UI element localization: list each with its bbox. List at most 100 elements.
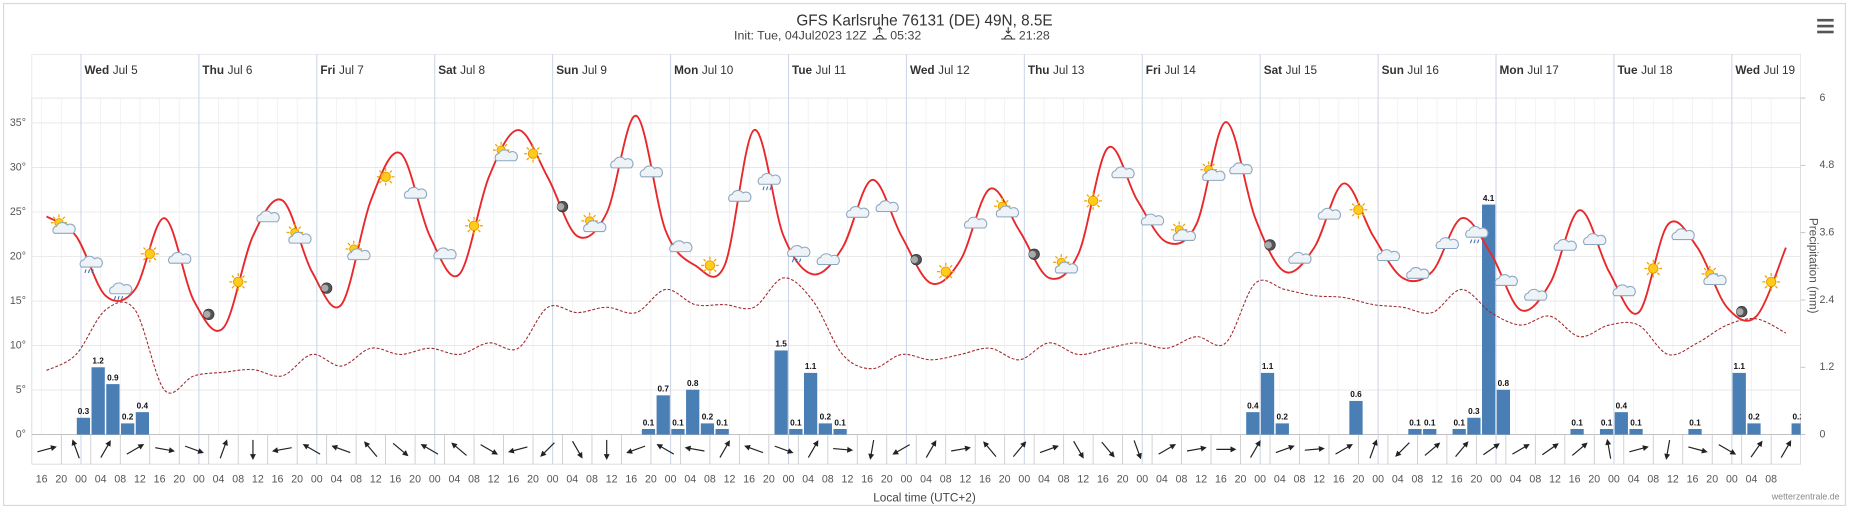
x-tick-label: 00 xyxy=(901,473,913,485)
x-tick-label: 16 xyxy=(1569,473,1581,485)
cloud-shape xyxy=(1524,288,1548,301)
precip-bar xyxy=(1747,423,1761,435)
x-tick-label: 08 xyxy=(1529,473,1541,485)
x-tick-label: 12 xyxy=(134,473,146,485)
x-tick-label: 00 xyxy=(311,473,323,485)
weather-icon-cloud xyxy=(669,240,693,253)
x-tick-label: 00 xyxy=(1254,473,1266,485)
wind-arrow-head xyxy=(1581,442,1588,449)
wind-arrow-head xyxy=(1785,440,1792,447)
sun-ray xyxy=(1656,272,1660,276)
cloud-shape xyxy=(403,186,428,199)
x-tick-label: 08 xyxy=(232,473,244,485)
menu-bar[interactable] xyxy=(1817,24,1834,28)
cloud-shape xyxy=(1054,261,1079,274)
x-tick-label: 20 xyxy=(1235,473,1247,485)
sun-ray xyxy=(467,219,471,223)
precip-bar xyxy=(1614,412,1628,435)
precip-bar xyxy=(1599,428,1614,435)
wind-arrow xyxy=(571,440,583,459)
wind-arrow xyxy=(126,444,145,455)
precip-bar xyxy=(1496,389,1511,435)
x-tick-label: 00 xyxy=(1490,473,1502,485)
weather-icon-cloud xyxy=(1435,237,1459,250)
wind-arrow xyxy=(480,444,498,455)
weather-icon-moon xyxy=(1028,248,1040,260)
day-label: Sun Jul 16 xyxy=(1382,63,1440,77)
wind-arrow-head xyxy=(1230,446,1237,453)
wind-arrow-head xyxy=(137,444,145,450)
precip-label: 0.1 xyxy=(672,418,684,427)
wind-arrow xyxy=(1664,439,1671,460)
wind-arrow-head xyxy=(626,448,633,454)
sun-ray xyxy=(703,258,707,262)
wind-arrow xyxy=(807,440,819,458)
cloud-shape xyxy=(1494,274,1518,286)
weather-icon-partly xyxy=(581,212,607,233)
day-date: Jul 8 xyxy=(460,63,485,77)
x-tick-label: 04 xyxy=(684,473,696,485)
menu-bar[interactable] xyxy=(1817,30,1834,34)
x-tick-label: 00 xyxy=(665,473,677,485)
wind-arrow xyxy=(1304,446,1325,452)
weather-icon-cloud xyxy=(963,216,988,229)
cloud-shape xyxy=(347,248,371,261)
precip-label: 0.3 xyxy=(1468,407,1480,416)
wind-arrow-head xyxy=(1605,438,1612,446)
x-tick-label: 04 xyxy=(448,473,460,485)
wind-arrow xyxy=(1275,444,1295,454)
day-label: Thu Jul 13 xyxy=(1028,63,1085,77)
weather-icon-partly xyxy=(994,197,1020,218)
x-tick-label: 08 xyxy=(1412,473,1424,485)
day-date: Jul 15 xyxy=(1286,63,1318,77)
x-tick-label: 12 xyxy=(724,473,736,485)
sun-ray xyxy=(389,170,393,174)
wind-arrow-head xyxy=(222,439,228,446)
cloud-shape xyxy=(875,200,899,213)
x-tick-label: 12 xyxy=(370,473,382,485)
weather-icon-cloud xyxy=(1671,228,1695,241)
sun-ray xyxy=(477,219,481,223)
wind-arrow-head xyxy=(1462,441,1469,448)
cloud-shape xyxy=(787,245,811,257)
x-tick-label: 16 xyxy=(979,473,991,485)
wind-arrow xyxy=(451,442,467,456)
weather-icons xyxy=(50,141,1781,321)
x-tick-label: 04 xyxy=(331,473,343,485)
wind-arrow xyxy=(1073,440,1084,459)
precip-label: 0.1 xyxy=(834,418,846,427)
x-tick-label: 08 xyxy=(704,473,716,485)
weather-icon-moon xyxy=(320,282,333,294)
weather-icon-cloud xyxy=(1376,249,1400,262)
wind-arrow xyxy=(1455,441,1469,457)
weather-icon-moon xyxy=(1736,306,1748,318)
x-tick-label: 08 xyxy=(1647,473,1659,485)
x-tick-label: 04 xyxy=(920,473,932,485)
sun-ray xyxy=(1172,223,1176,227)
sun-ray xyxy=(583,214,587,218)
wind-arrow-head xyxy=(656,444,664,450)
precip-bar xyxy=(1408,428,1422,435)
precip-label: 0.7 xyxy=(657,385,669,394)
sun-ray xyxy=(1764,275,1768,279)
precip-bar xyxy=(106,384,120,435)
precip-bar xyxy=(1467,417,1481,435)
menu-bar[interactable] xyxy=(1817,18,1834,22)
wind-arrow-head xyxy=(50,445,57,451)
x-tick-label: 20 xyxy=(1353,473,1365,485)
day-weekday: Sat xyxy=(1264,63,1282,77)
weather-icon-sun xyxy=(465,216,483,235)
day-label: Tue Jul 11 xyxy=(792,63,846,77)
menu-button[interactable] xyxy=(1817,18,1834,34)
precip-label: 0.2 xyxy=(820,413,832,422)
x-tick-label: 04 xyxy=(1746,473,1758,485)
wind-arrow-head xyxy=(249,454,256,460)
day-date: Jul 9 xyxy=(582,63,607,77)
precip-bar xyxy=(789,428,803,435)
x-tick-label: 12 xyxy=(1667,473,1679,485)
rain-drop xyxy=(84,269,87,274)
sun-ray xyxy=(62,216,66,220)
x-tick-label: 00 xyxy=(1372,473,1384,485)
x-tick-label: 12 xyxy=(1549,473,1561,485)
wind-arrow-head xyxy=(491,449,498,455)
